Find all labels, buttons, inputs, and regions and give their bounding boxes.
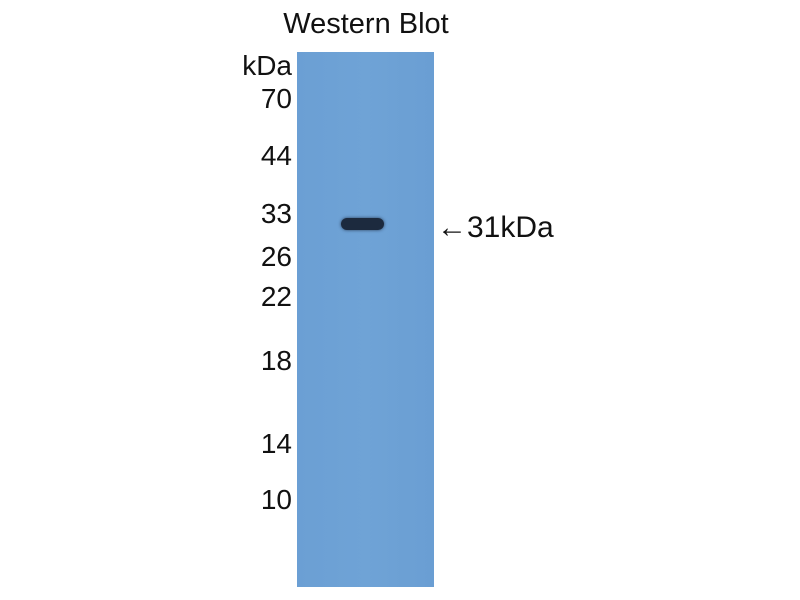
marker-70: 70 xyxy=(260,83,292,114)
marker-26: 26 xyxy=(260,241,292,272)
marker-14: 14 xyxy=(260,428,292,459)
protein-band xyxy=(341,218,384,230)
marker-22: 22 xyxy=(260,281,292,312)
marker-44: 44 xyxy=(260,140,292,171)
blot-lane xyxy=(297,52,434,587)
figure-title: Western Blot xyxy=(283,8,449,40)
marker-10: 10 xyxy=(260,484,292,515)
unit-label: kDa xyxy=(242,50,292,81)
band-annotation: ←31kDa xyxy=(437,211,554,244)
marker-33: 33 xyxy=(260,198,292,229)
marker-18: 18 xyxy=(260,345,292,376)
